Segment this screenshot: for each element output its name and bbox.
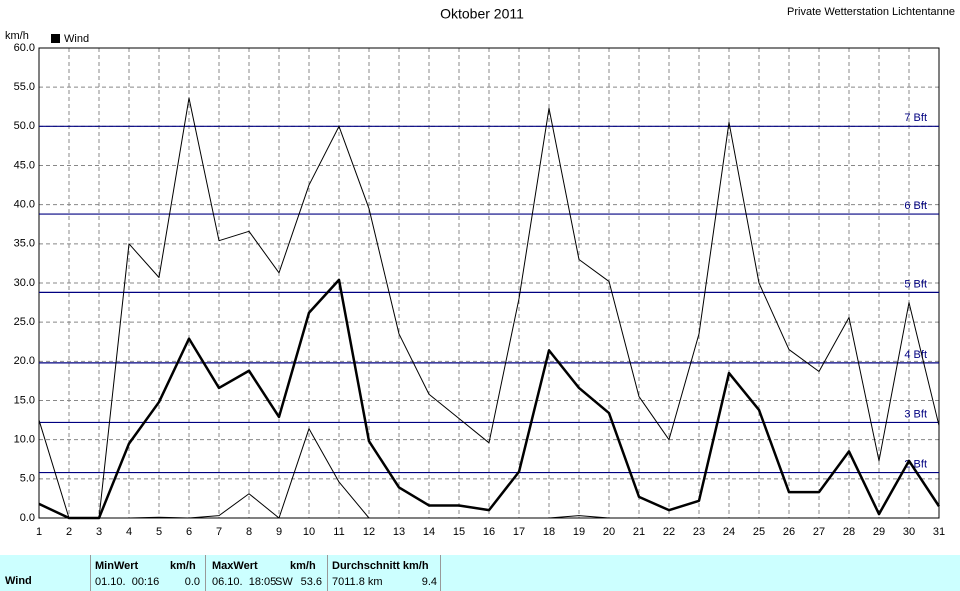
y-tick-label: 0.0: [20, 512, 35, 524]
legend-swatch: [51, 34, 60, 43]
separator: [440, 555, 441, 591]
cell: 9.4: [421, 576, 437, 588]
chart-title: Oktober 2011: [440, 6, 524, 22]
x-tick-label: 16: [483, 526, 495, 538]
legend-label: Wind: [64, 33, 89, 45]
wind-line: [38, 278, 941, 520]
x-tick-label: 27: [813, 526, 825, 538]
x-tick-label: 1: [36, 526, 42, 538]
separator: [205, 555, 206, 591]
x-tick-label: 23: [693, 526, 705, 538]
x-tick-label: 21: [633, 526, 645, 538]
x-tick-label: 7: [216, 526, 222, 538]
y-tick-label: 10.0: [14, 434, 35, 446]
y-tick-label: 45.0: [14, 159, 35, 171]
y-tick-label: 60.0: [14, 42, 35, 54]
beaufort-label: 6 Bft: [904, 200, 927, 212]
x-tick-label: 8: [246, 526, 252, 538]
beaufort-label: 4 Bft: [904, 349, 927, 361]
separator: [90, 555, 91, 591]
cell: 01.10. 00:16: [95, 576, 160, 588]
x-tick-label: 11: [333, 526, 344, 538]
x-tick-label: 29: [873, 526, 885, 538]
y-tick-label: 55.0: [14, 81, 35, 93]
header: MaxWert: [212, 560, 258, 572]
cell: 53.6: [300, 576, 322, 588]
y-tick-label: 20.0: [14, 355, 35, 367]
y-tick-label: 30.0: [14, 277, 35, 289]
header: Durchschnitt km/h: [332, 560, 429, 572]
y-tick-label: 5.0: [20, 473, 35, 485]
y-axis-label: km/h: [5, 30, 29, 42]
wind-line: [38, 97, 940, 519]
x-tick-label: 20: [603, 526, 615, 538]
x-tick-label: 5: [156, 526, 162, 538]
x-tick-label: 19: [573, 526, 585, 538]
y-tick-label: 35.0: [14, 238, 35, 250]
y-tick-label: 15.0: [14, 394, 35, 406]
x-tick-label: 18: [543, 526, 555, 538]
x-tick-label: 4: [126, 526, 132, 538]
x-tick-label: 12: [363, 526, 375, 538]
summary-table: Wind MinWert km/h 01.10. 00:16 0.0 MaxWe…: [0, 555, 960, 591]
x-tick-label: 13: [393, 526, 405, 538]
beaufort-label: 7 Bft: [904, 112, 927, 124]
header: MinWert: [95, 560, 139, 572]
x-tick-label: 14: [423, 526, 435, 538]
beaufort-label: 3 Bft: [904, 408, 927, 420]
x-tick-label: 17: [513, 526, 525, 538]
chart: Oktober 2011 Private Wetterstation Licht…: [5, 6, 955, 538]
x-tick-label: 30: [903, 526, 915, 538]
x-tick-label: 2: [66, 526, 72, 538]
y-tick-label: 40.0: [14, 199, 35, 211]
x-tick-label: 25: [753, 526, 765, 538]
beaufort-label: 5 Bft: [904, 278, 927, 290]
x-tick-label: 26: [783, 526, 795, 538]
x-tick-label: 24: [723, 526, 735, 538]
x-tick-label: 10: [303, 526, 315, 538]
y-tick-label: 50.0: [14, 120, 35, 132]
cell: 7011.8 km: [332, 576, 383, 588]
x-tick-label: 15: [453, 526, 465, 538]
x-tick-label: 9: [276, 526, 282, 538]
x-tick-label: 28: [843, 526, 855, 538]
cell: 0.0: [184, 576, 200, 588]
separator: [327, 555, 328, 591]
y-tick-label: 25.0: [14, 316, 35, 328]
wind-line: [39, 428, 939, 519]
x-tick-label: 6: [186, 526, 192, 538]
unit: km/h: [290, 560, 316, 572]
cell: 06.10. 18:05: [212, 576, 277, 588]
x-tick-label: 31: [933, 526, 945, 538]
chart-subtitle: Private Wetterstation Lichtentanne: [787, 6, 955, 18]
row-label: Wind: [5, 575, 32, 587]
x-tick-label: 22: [663, 526, 675, 538]
x-tick-label: 3: [96, 526, 102, 538]
cell: SW: [275, 576, 293, 588]
unit: km/h: [170, 560, 196, 572]
